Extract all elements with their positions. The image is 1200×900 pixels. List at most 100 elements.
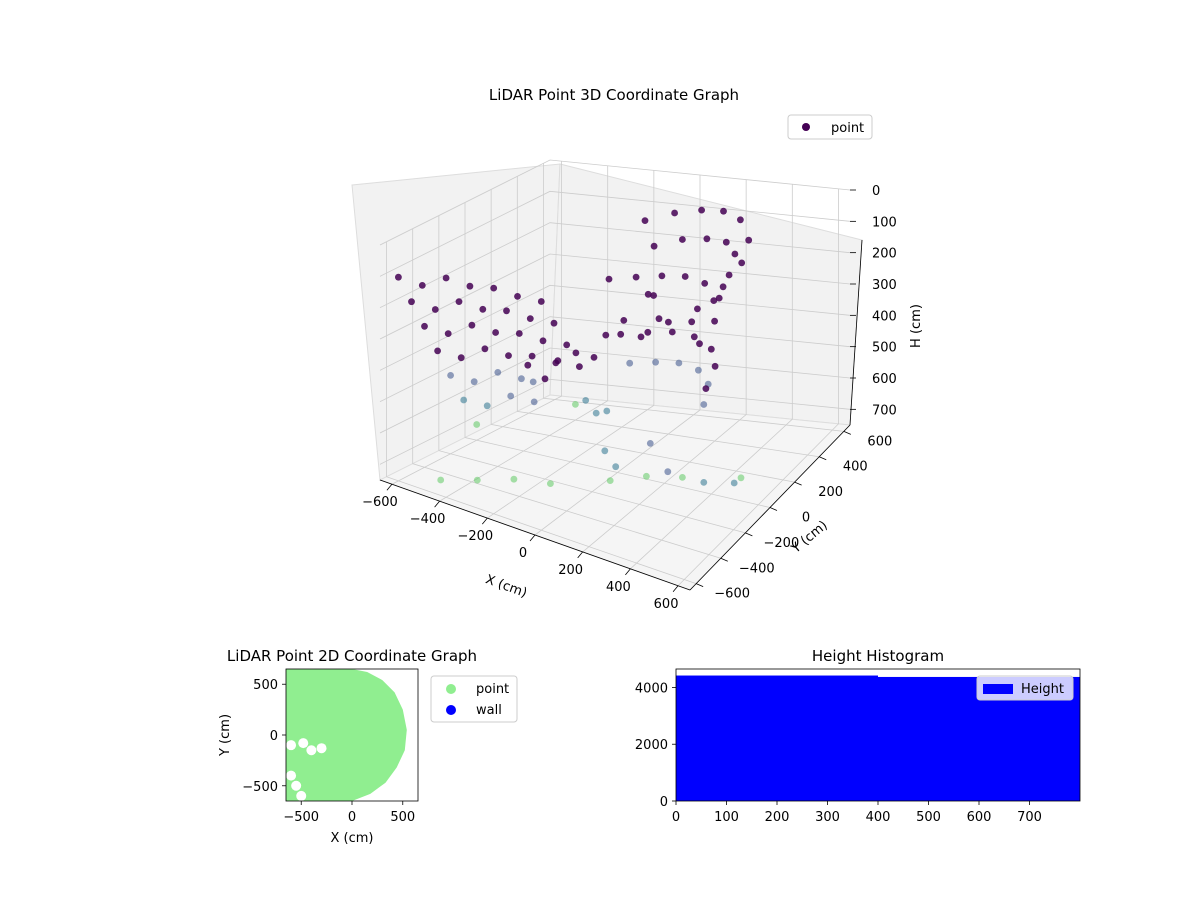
- data-point: [652, 358, 659, 366]
- data-point: [738, 259, 746, 267]
- chart-2d-x-label: X (cm): [331, 831, 374, 846]
- data-point: [668, 328, 676, 336]
- gap: [291, 780, 302, 791]
- x-tick-mark: [434, 500, 440, 508]
- chart-3d-z-label: H (cm): [909, 304, 924, 348]
- data-point: [563, 341, 571, 349]
- y-tick-mark: [720, 557, 728, 562]
- histogram-legend: Height: [976, 675, 1074, 701]
- grid-line-y: [490, 189, 795, 483]
- chart-2d-title: LiDAR Point 2D Coordinate Graph: [227, 647, 477, 665]
- chart-2d-legend-wall-label: wall: [476, 703, 502, 718]
- chart-histogram: Height Histogram 0 100 200 300 400 500 600 7000…: [635, 647, 1081, 825]
- data-point: [664, 468, 672, 476]
- data-point: [737, 216, 744, 224]
- data-point: [576, 363, 583, 370]
- x-tick-label: 100: [714, 810, 739, 825]
- data-point: [572, 401, 579, 408]
- data-point: [507, 392, 515, 400]
- data-point: [447, 372, 454, 379]
- y-tick-mark: [769, 507, 778, 511]
- chart-3d-legend-box: [787, 114, 873, 140]
- data-point: [710, 297, 718, 304]
- data-point: [730, 479, 738, 487]
- y-tick-label: 400: [843, 460, 868, 475]
- data-point: [737, 474, 745, 482]
- data-point: [541, 375, 549, 383]
- gap: [286, 740, 297, 751]
- data-point: [479, 305, 487, 313]
- y-tick-label: 4000: [635, 681, 668, 696]
- x-tick-label: −600: [362, 495, 398, 510]
- x-tick-label: 200: [558, 563, 583, 578]
- data-point: [679, 474, 686, 481]
- data-point: [592, 409, 600, 417]
- y-tick-label: 0: [802, 511, 810, 526]
- data-point: [526, 315, 534, 322]
- grid-line-y: [543, 163, 844, 432]
- x-tick-label: 200: [765, 810, 790, 825]
- data-point: [431, 306, 439, 313]
- data-point: [696, 340, 703, 348]
- grid-line-y: [386, 241, 697, 585]
- grid-line-x: [677, 188, 839, 587]
- data-point: [539, 337, 547, 345]
- data-point: [490, 284, 498, 292]
- data-point: [547, 480, 554, 487]
- grid-line-y: [438, 215, 746, 534]
- gap: [298, 738, 309, 749]
- grid-line-y: [464, 202, 771, 508]
- data-point: [605, 275, 613, 283]
- data-point: [698, 206, 705, 214]
- chart-3d-title: LiDAR Point 3D Coordinate Graph: [489, 86, 739, 104]
- y-tick-label: 0: [270, 729, 278, 744]
- data-point: [675, 359, 683, 367]
- data-point: [679, 236, 686, 243]
- chart-3d-legend-label: point: [831, 121, 864, 136]
- data-point: [518, 375, 525, 383]
- data-point: [395, 273, 402, 281]
- data-point: [481, 345, 489, 353]
- y-tick-label: −500: [242, 780, 278, 795]
- y-tick-label: −600: [714, 587, 750, 602]
- z-tick-label: 600: [872, 372, 897, 387]
- data-point: [665, 318, 672, 326]
- data-point: [646, 440, 654, 447]
- chart-3d-legend: point: [787, 114, 873, 140]
- data-point: [702, 385, 710, 392]
- data-point: [602, 331, 610, 339]
- x-tick-mark: [482, 517, 488, 525]
- data-point: [442, 274, 450, 282]
- x-tick-label: 500: [916, 810, 941, 825]
- y-tick-mark: [819, 456, 827, 461]
- grid-line-x: [582, 179, 747, 553]
- chart-3d-x-label: X (cm): [483, 572, 529, 601]
- x-tick-label: −200: [457, 529, 493, 544]
- data-point: [603, 407, 611, 415]
- data-point: [572, 349, 580, 357]
- y-tick-label: 600: [867, 434, 892, 449]
- x-tick-mark: [672, 585, 679, 593]
- data-point: [644, 290, 652, 298]
- chart-2d-legend-point-marker: [446, 684, 456, 694]
- data-point: [626, 359, 634, 367]
- chart-2d-legend: point wall: [430, 675, 518, 723]
- data-point: [681, 273, 689, 280]
- data-point: [494, 369, 502, 376]
- grid-line-z: [379, 284, 851, 371]
- data-point: [655, 315, 663, 323]
- x-tick-label: 0: [348, 810, 356, 825]
- grid-line-z: [379, 190, 851, 277]
- data-point: [473, 476, 481, 484]
- histogram-title: Height Histogram: [812, 647, 944, 665]
- data-point: [418, 282, 426, 289]
- y-tick-mark: [843, 430, 852, 435]
- grid-line-x: [439, 165, 609, 502]
- grid-line-y: [516, 176, 820, 458]
- data-point: [444, 330, 452, 337]
- data-point: [537, 298, 545, 305]
- z-tick-label: 700: [872, 403, 897, 418]
- grid-line-x: [391, 161, 562, 485]
- data-point: [707, 345, 715, 353]
- data-point: [421, 322, 428, 330]
